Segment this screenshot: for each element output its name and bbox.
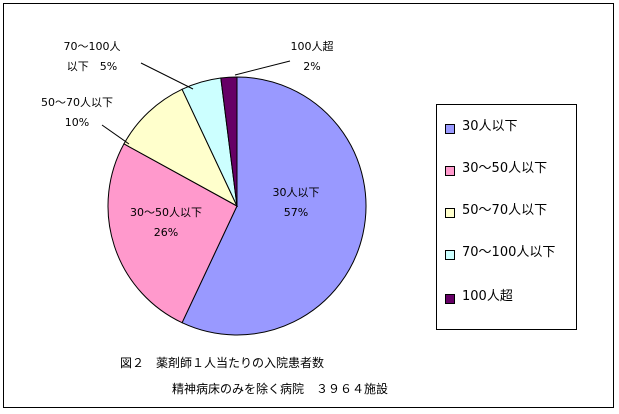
legend-swatch-2 [445, 166, 455, 176]
legend: 30人以下 30～50人以下 50～70人以下 70～100人以下 100人超 [436, 104, 577, 330]
pie-slice-3 [123, 88, 239, 208]
legend-swatch-4 [445, 250, 455, 260]
slice-label-2: 30～50人以下 26% [130, 206, 202, 239]
legend-label-4: 70～100人以下 [462, 245, 556, 260]
legend-item-3: 50～70人以下 [445, 203, 570, 219]
legend-swatch-1 [445, 124, 455, 134]
legend-label-1: 30人以下 [462, 119, 518, 134]
pie-slice-5 [220, 76, 238, 207]
legend-item-2: 30～50人以下 [445, 161, 570, 177]
leader-line-3 [101, 124, 130, 145]
leader-line-5 [234, 60, 291, 76]
legend-item-4: 70～100人以下 [445, 245, 570, 261]
legend-label-2: 30～50人以下 [462, 161, 548, 176]
caption-line-2: 精神病床のみを除く病院 ３９６４施設 [172, 382, 389, 396]
legend-label-5: 100人超 [462, 289, 513, 304]
legend-swatch-5 [445, 294, 455, 304]
slice-label-1: 30人以下 57% [273, 186, 320, 219]
pie-chart: 30人以下 57% 30～50人以下 26% 50～70人以下 10% 70～100人以下 … [41, 39, 367, 336]
slice-label-5: 100人超 2% [291, 39, 334, 73]
slice-label-4: 70～100人以下 5% [64, 40, 121, 73]
legend-item-1: 30人以下 [445, 119, 570, 135]
caption-line-1: 図２ 薬剤師１人当たりの入院患者数 [120, 356, 325, 370]
slice-label-3: 50～70人以下 10% [41, 96, 113, 129]
legend-item-5: 100人超 [445, 289, 570, 305]
chart-frame: 30人以下 57% 30～50人以下 26% 50～70人以下 10% 70～100人以下 … [3, 3, 614, 408]
pie-slice-1 [181, 76, 367, 336]
leader-line-4 [140, 62, 194, 90]
legend-label-3: 50～70人以下 [462, 203, 548, 218]
legend-swatch-3 [445, 208, 455, 218]
